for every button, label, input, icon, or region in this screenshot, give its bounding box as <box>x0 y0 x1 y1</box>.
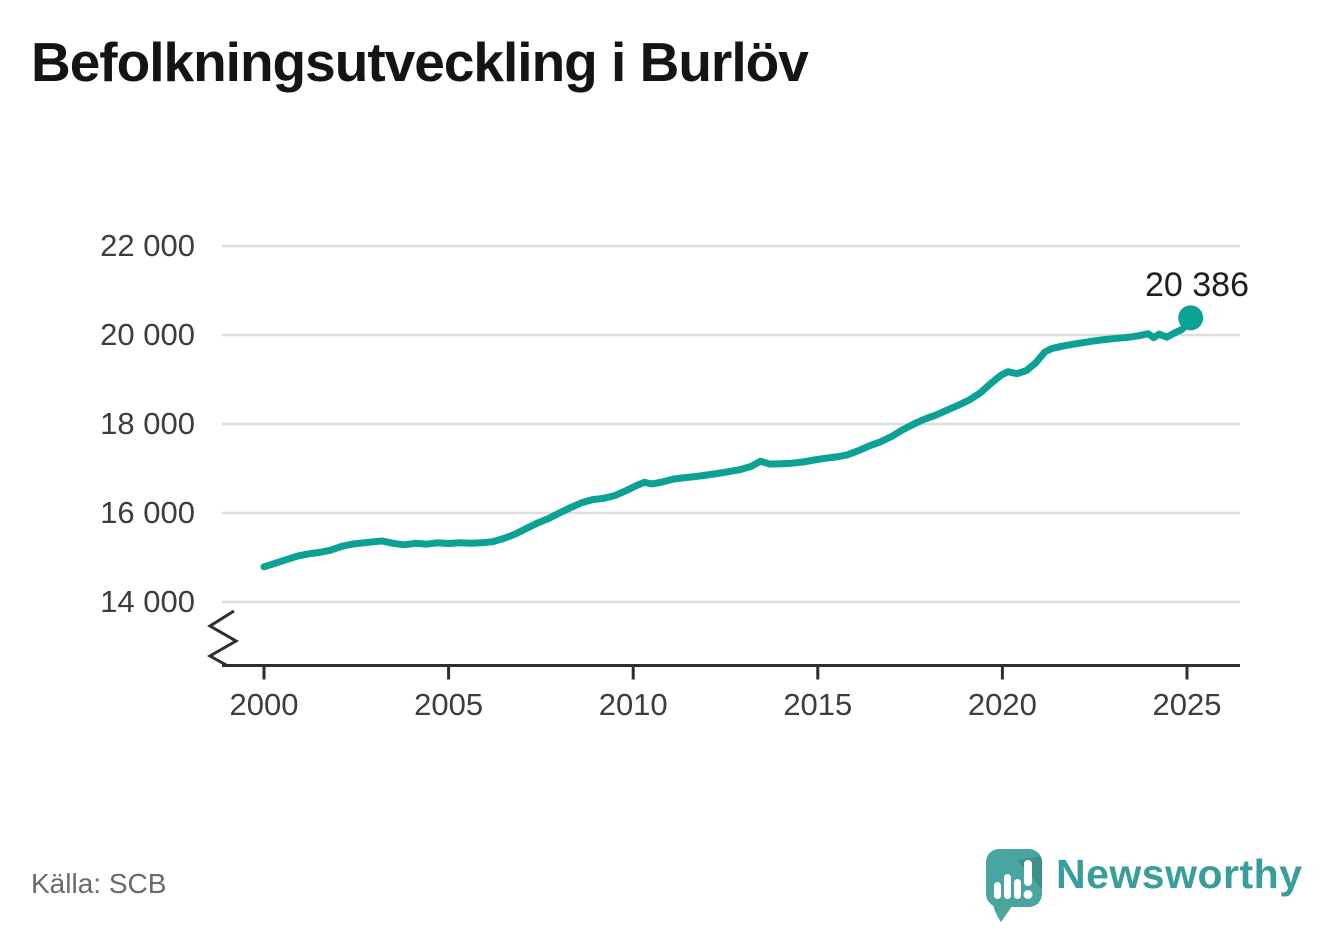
line-end-dot <box>1178 305 1204 331</box>
axis-break-icon <box>206 609 240 668</box>
series-end-value-label: 20 386 <box>1145 266 1249 304</box>
x-tick-label: 2005 <box>414 687 484 722</box>
x-tick-label: 2025 <box>1152 687 1222 722</box>
newsworthy-wordmark: Newsworthy <box>1056 851 1303 897</box>
y-tick-label: 16 000 <box>100 495 195 530</box>
source-caption: Källa: SCB <box>31 868 167 899</box>
newsworthy-branding[interactable]: Newsworthy <box>983 840 1303 922</box>
x-tick-label: 2000 <box>229 687 299 722</box>
newsworthy-logo-icon <box>986 849 1042 922</box>
chart-title: Befolkningsutveckling i Burlöv <box>31 31 809 93</box>
y-tick-label: 20 000 <box>100 317 195 352</box>
y-tick-label: 14 000 <box>100 584 195 619</box>
population-line <box>260 314 1195 571</box>
x-tick-label: 2010 <box>598 687 668 722</box>
x-tick-label: 2020 <box>967 687 1037 722</box>
y-tick-label: 22 000 <box>100 228 195 263</box>
x-tick-label: 2015 <box>783 687 853 722</box>
y-tick-label: 18 000 <box>100 406 195 441</box>
